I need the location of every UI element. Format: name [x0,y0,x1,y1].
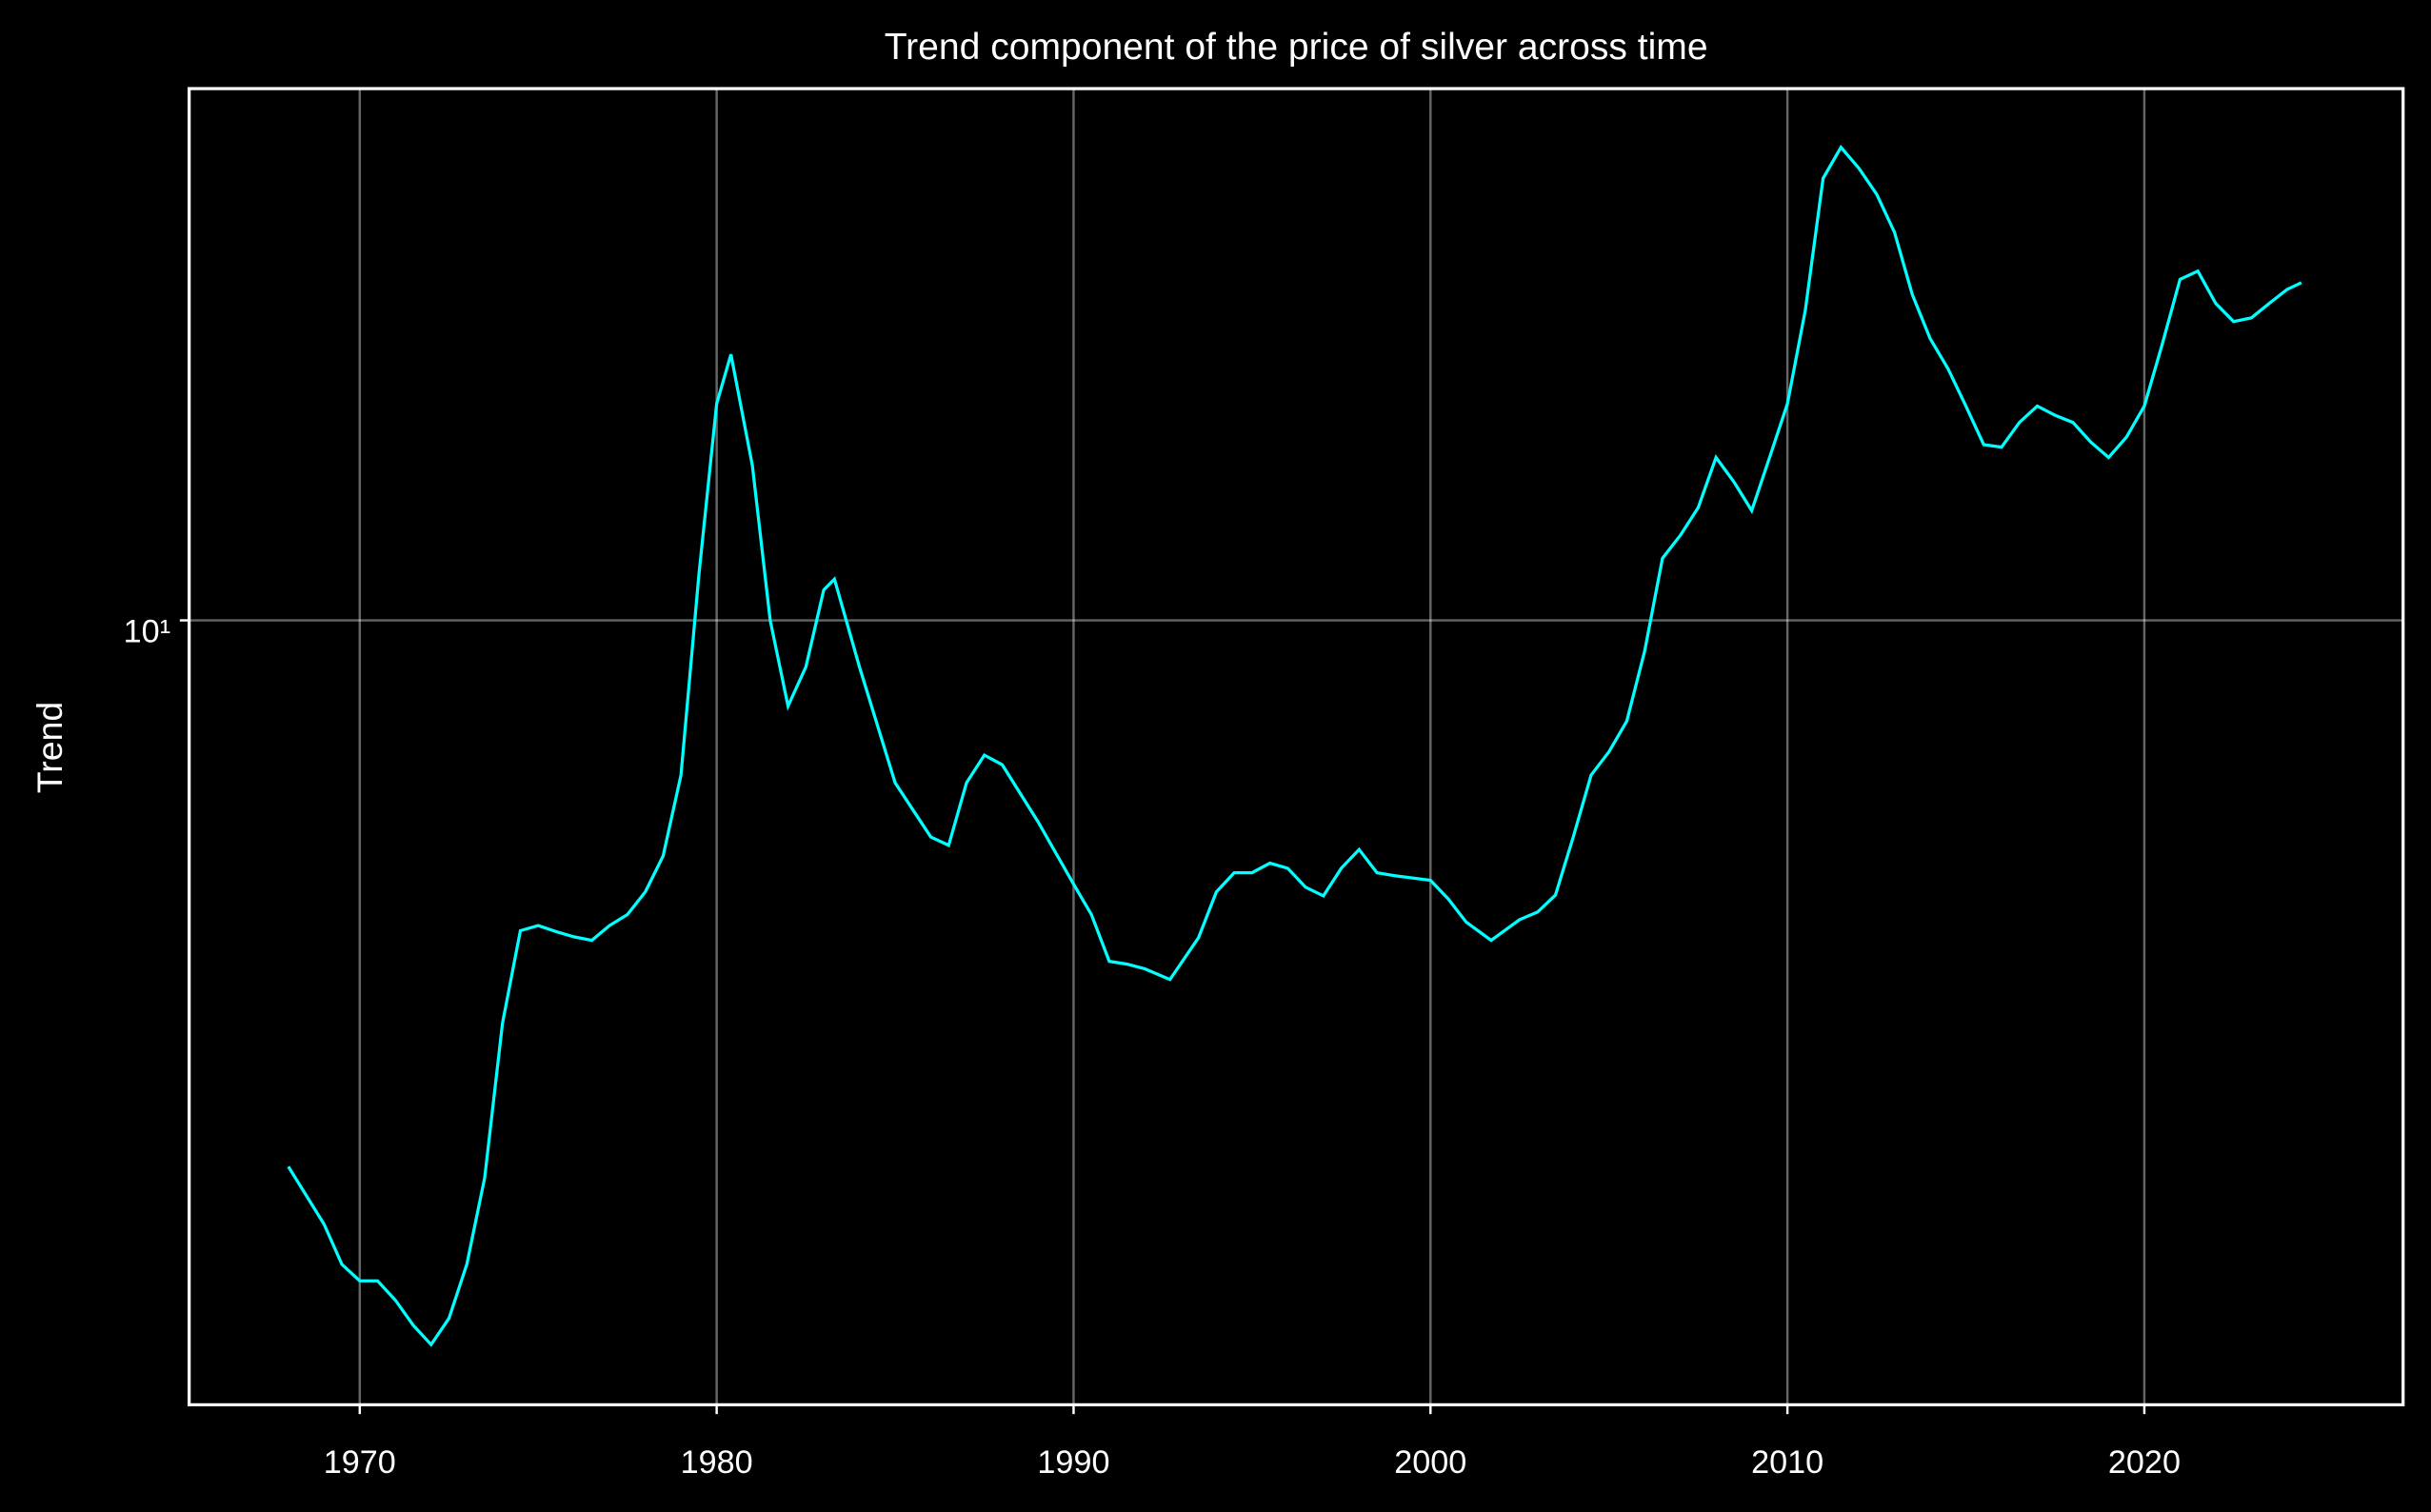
chart-title: Trend component of the price of silver a… [885,27,1708,68]
x-tick-label: 1980 [681,1444,753,1481]
y-tick-label: 10¹ [124,613,170,649]
x-tick-label: 2010 [1751,1444,1823,1481]
trend-line [287,144,2302,1347]
x-tick-label: 1990 [1037,1444,1109,1481]
x-tick-label: 2020 [2108,1444,2181,1481]
y-axis-label: Trend [30,702,70,793]
plot-area [287,144,2302,1347]
grid [189,89,2403,1405]
x-tick-label: 1970 [324,1444,396,1481]
frame [188,87,2405,1407]
x-tick-label: 2000 [1394,1444,1466,1481]
